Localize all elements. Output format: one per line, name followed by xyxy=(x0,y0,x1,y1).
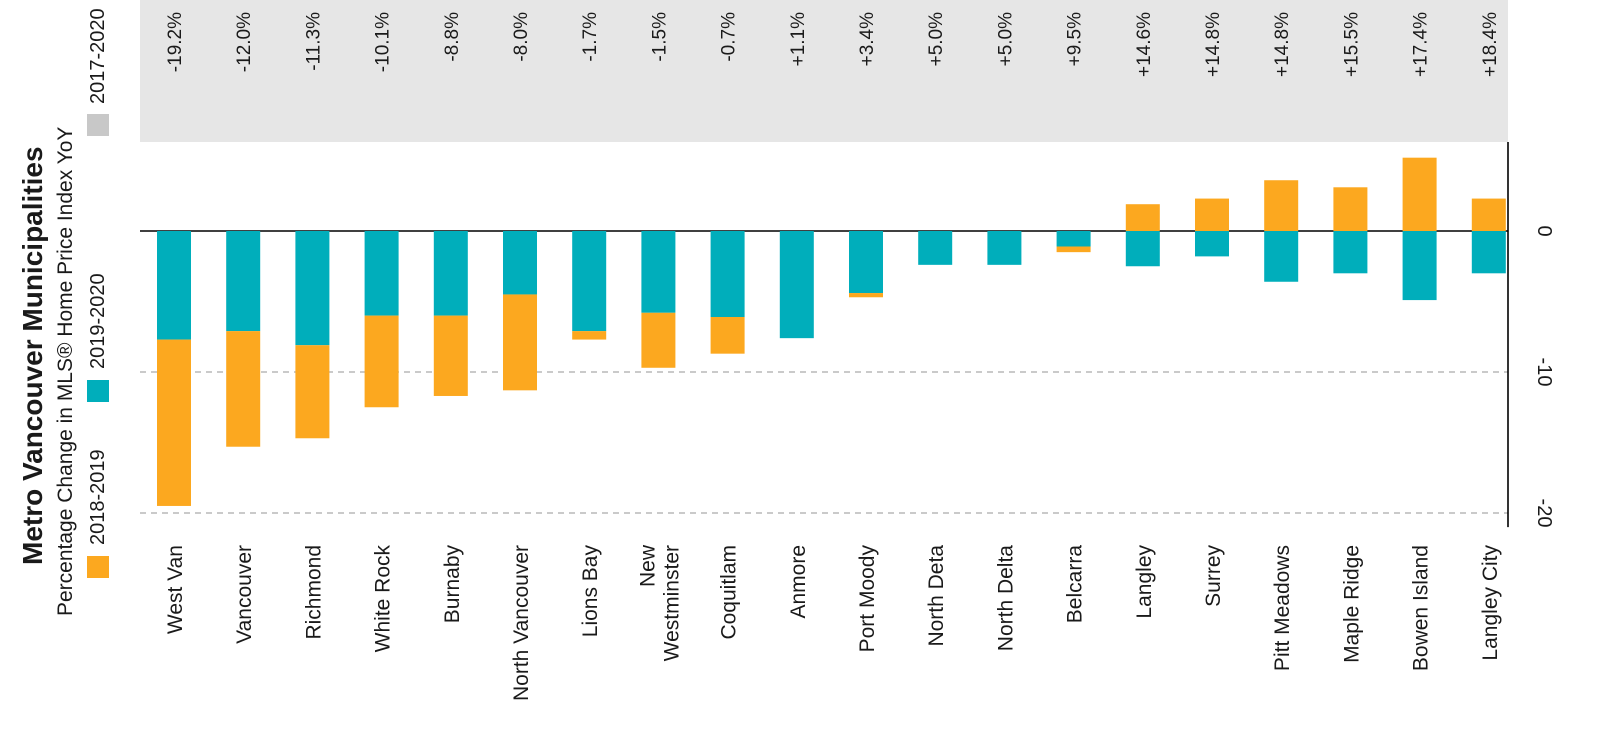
total-change-band xyxy=(140,0,1508,142)
category-label: Vancouver xyxy=(233,545,256,644)
bar-2019-2020 xyxy=(433,231,468,316)
total-change-label: +18.4% xyxy=(1480,12,1501,77)
bar-2018-2019 xyxy=(1195,198,1229,231)
legend-label-2019-2020: 2019-2020 xyxy=(87,273,109,369)
axis-tick-label: 0 xyxy=(1533,225,1555,236)
bar-2019-2020 xyxy=(1125,231,1160,267)
bar-2018-2019 xyxy=(364,315,399,408)
total-change-label: +9.5% xyxy=(1065,12,1086,67)
bar-2019-2020 xyxy=(295,231,330,346)
bar-2019-2020 xyxy=(364,231,399,316)
bar-2019-2020 xyxy=(1056,231,1091,247)
total-change-label: -11.3% xyxy=(303,12,324,71)
chart-subtitle: Percentage Change in MLS® Home Price Ind… xyxy=(54,127,77,616)
category-label: West Van xyxy=(164,545,187,634)
bar-2019-2020 xyxy=(226,231,261,332)
bar-2019-2020 xyxy=(849,231,883,294)
category-label: North Vancouver xyxy=(510,545,533,701)
bar-2018-2019 xyxy=(1264,180,1299,231)
bar-2019-2020 xyxy=(1333,231,1368,274)
category-label: Maple Ridge xyxy=(1340,545,1363,663)
bar-2019-2020 xyxy=(779,231,814,339)
category-label: Anmore xyxy=(787,545,810,619)
total-change-label: -8.8% xyxy=(442,12,463,62)
total-change-label: -8.0% xyxy=(511,12,532,62)
category-label: Langley xyxy=(1133,545,1156,619)
category-labels: West Van Vancouver Richmond White Rock Burna… xyxy=(164,544,1502,701)
total-change-label: -0.7% xyxy=(719,12,740,62)
category-label: Richmond xyxy=(302,545,325,640)
bar-2019-2020 xyxy=(157,231,191,340)
bar-2019-2020 xyxy=(572,231,607,332)
legend-label-2018-2019: 2018-2019 xyxy=(87,449,109,545)
category-label: Bowen Island xyxy=(1410,545,1433,671)
category-label: Burnaby xyxy=(441,545,464,624)
bar-2019-2020 xyxy=(1471,231,1506,274)
bar-2018-2019 xyxy=(157,339,191,506)
bar-2018-2019 xyxy=(295,345,330,439)
bar-2018-2019 xyxy=(1056,246,1091,253)
total-change-label: +15.5% xyxy=(1341,12,1362,77)
category-label: White Rock xyxy=(372,545,395,653)
tick-labels: 0 -10 -20 xyxy=(1533,225,1555,527)
category-label: Port Moody xyxy=(856,545,879,653)
total-change-label: +14.8% xyxy=(1272,12,1293,77)
legend-label-2017-2020: 2017-2020 xyxy=(87,8,109,104)
total-change-label: +5.0% xyxy=(926,12,947,67)
legend-swatch-2019-2020 xyxy=(87,380,109,402)
total-change-label: -19.2% xyxy=(165,12,186,72)
bar-2018-2019 xyxy=(226,331,261,447)
axis-tick-label: -20 xyxy=(1533,499,1555,528)
category-label: Pitt Meadows xyxy=(1271,545,1294,671)
bars xyxy=(157,157,1506,506)
axis-tick-label: -10 xyxy=(1533,358,1555,387)
total-change-label: +3.4% xyxy=(857,12,878,67)
bar-2019-2020 xyxy=(503,231,537,295)
bar-2018-2019 xyxy=(641,312,676,368)
bar-2018-2019 xyxy=(1333,187,1368,231)
category-label: Surrey xyxy=(1202,545,1225,607)
category-label: North Delta xyxy=(994,545,1017,652)
bar-2019-2020 xyxy=(1264,231,1299,282)
total-change-label: +14.8% xyxy=(1203,12,1224,77)
legend-swatch-2018-2019 xyxy=(87,556,109,578)
legend: 2018-2019 2019-2020 2017-2020 xyxy=(87,8,109,578)
total-change-label: +5.0% xyxy=(995,12,1016,67)
bar-2019-2020 xyxy=(710,231,745,318)
bar-2019-2020 xyxy=(918,231,953,265)
total-change-labels: -19.2% -12.0% -11.3% -10.1% -8.8% -8.0% -1.7% -… xyxy=(165,12,1501,77)
gridlines xyxy=(140,371,1508,514)
bar-2018-2019 xyxy=(849,293,883,298)
total-change-label: -1.7% xyxy=(580,12,601,62)
chart-title: Metro Vancouver Municipalities xyxy=(17,146,48,565)
total-change-label: -1.5% xyxy=(649,12,670,62)
bar-2019-2020 xyxy=(987,231,1022,265)
total-change-label: -12.0% xyxy=(234,12,255,72)
bar-2018-2019 xyxy=(1471,198,1506,231)
legend-swatch-2017-2020 xyxy=(87,114,109,136)
category-label: Langley City xyxy=(1479,545,1502,661)
bar-2018-2019 xyxy=(572,331,607,340)
total-change-label: +14.6% xyxy=(1134,12,1155,77)
bar-2018-2019 xyxy=(433,315,468,396)
category-label: NewWestminster xyxy=(636,544,683,661)
bar-2018-2019 xyxy=(1402,157,1437,231)
bar-2019-2020 xyxy=(1402,231,1437,301)
bar-2019-2020 xyxy=(641,231,676,313)
category-label: Lions Bay xyxy=(579,545,602,638)
category-label: North Deta xyxy=(925,545,948,647)
bar-2018-2019 xyxy=(710,317,745,354)
category-label: Coquitlam xyxy=(718,545,741,640)
category-label: Belcarra xyxy=(1064,545,1087,624)
bar-2019-2020 xyxy=(1195,231,1229,257)
total-change-label: -10.1% xyxy=(373,12,394,72)
total-change-label: +17.4% xyxy=(1411,12,1432,77)
bar-2018-2019 xyxy=(1125,204,1160,231)
bar-2018-2019 xyxy=(503,294,537,391)
total-change-label: +1.1% xyxy=(788,12,809,67)
